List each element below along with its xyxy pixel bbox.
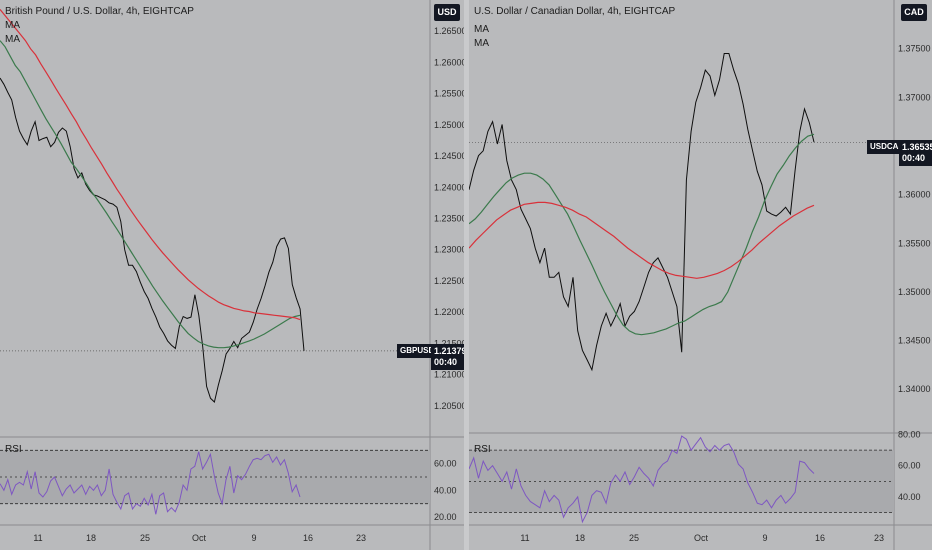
rsi-tick-label: 80.00 <box>898 430 921 440</box>
rsi-indicator-label[interactable]: RSI <box>474 444 491 455</box>
price-tick-label: 1.35500 <box>898 238 931 248</box>
symbol-tag: GBPUSD <box>397 344 438 358</box>
time-tick-label: Oct <box>192 533 207 543</box>
time-tick-label: 25 <box>629 533 639 543</box>
symbol-tag: USDCAD <box>867 140 908 154</box>
panel-divider[interactable] <box>464 0 469 550</box>
rsi-line <box>469 435 815 524</box>
rsi-tick-label: 40.00 <box>434 485 457 495</box>
price-tick-label: 1.37000 <box>898 92 931 102</box>
time-tick-label: 18 <box>575 533 585 543</box>
last-price: 1.36535 <box>902 142 932 152</box>
usdcad-chart-panel[interactable]: 1.375001.370001.365001.360001.355001.350… <box>469 0 932 550</box>
currency-badge[interactable]: USD <box>434 4 460 21</box>
rsi-indicator-label[interactable]: RSI <box>5 444 22 455</box>
time-tick-label: 16 <box>815 533 825 543</box>
rsi-tick-label: 40.00 <box>898 492 921 502</box>
price-line <box>0 77 305 403</box>
ma-line-red <box>469 201 815 279</box>
last-price-tag: 1.36535 00:40 <box>899 140 932 166</box>
rsi-tick-label: 60.00 <box>434 459 457 469</box>
price-tick-label: 1.36000 <box>898 190 931 200</box>
gbpusd-chart: 1.26500 1.26000 1.25500 1.25000 1.24500 1.240… <box>0 0 464 550</box>
price-tick-label: 1.20500 <box>434 401 464 411</box>
price-tick-label: 1.22500 <box>434 276 464 286</box>
time-tick-label: Oct <box>694 533 709 543</box>
last-price: 1.21379 <box>434 346 467 356</box>
time-tick-label: 23 <box>356 533 366 543</box>
time-tick-label: 16 <box>303 533 313 543</box>
price-tick-label: 1.24000 <box>434 182 464 192</box>
bar-countdown: 00:40 <box>902 153 926 163</box>
price-tick-label: 1.24500 <box>434 151 464 161</box>
time-tick-label: 11 <box>33 533 42 543</box>
time-tick-label: 9 <box>762 533 767 543</box>
price-tick-label: 1.21000 <box>434 370 464 380</box>
time-tick-label: 11 <box>520 533 529 543</box>
gbpusd-chart-panel[interactable]: 1.26500 1.26000 1.25500 1.25000 1.24500 1.240… <box>0 0 470 550</box>
ma-indicator-label[interactable]: MA <box>474 38 489 49</box>
last-price-tag: 1.21379 00:40 <box>431 344 470 370</box>
price-tick-label: 1.26000 <box>434 57 464 67</box>
ma-line-red <box>0 9 301 321</box>
ma-line-green <box>469 133 815 336</box>
ma-indicator-label[interactable]: MA <box>5 34 20 45</box>
time-tick-label: 9 <box>251 533 256 543</box>
bar-countdown: 00:40 <box>434 357 458 367</box>
time-tick-label: 23 <box>874 533 884 543</box>
price-tick-label: 1.37500 <box>898 44 931 54</box>
price-tick-label: 1.22000 <box>434 307 464 317</box>
price-tick-label: 1.23000 <box>434 245 464 255</box>
ma-indicator-label[interactable]: MA <box>5 20 20 31</box>
chart-title: British Pound / U.S. Dollar, 4h, EIGHTCA… <box>5 6 194 17</box>
price-tick-label: 1.34000 <box>898 384 931 394</box>
price-tick-label: 1.25000 <box>434 120 464 130</box>
price-tick-label: 1.21500 <box>434 338 464 348</box>
price-tick-label: 1.25500 <box>434 89 464 99</box>
currency-badge[interactable]: CAD <box>901 4 927 21</box>
price-tick-label: 1.35000 <box>898 287 931 297</box>
price-tick-label: 1.34500 <box>898 336 931 346</box>
ma-indicator-label[interactable]: MA <box>474 24 489 35</box>
price-tick-label: 1.23500 <box>434 214 464 224</box>
rsi-tick-label: 60.00 <box>898 461 921 471</box>
usdcad-chart: 1.375001.370001.365001.360001.355001.350… <box>469 0 932 550</box>
time-tick-label: 25 <box>140 533 150 543</box>
rsi-line <box>0 451 301 515</box>
chart-title: U.S. Dollar / Canadian Dollar, 4h, EIGHT… <box>474 6 676 17</box>
time-tick-label: 18 <box>86 533 96 543</box>
rsi-tick-label: 20.00 <box>434 512 457 522</box>
price-line <box>469 53 815 372</box>
ma-line-green <box>0 40 301 349</box>
price-tick-label: 1.26500 <box>434 26 464 36</box>
